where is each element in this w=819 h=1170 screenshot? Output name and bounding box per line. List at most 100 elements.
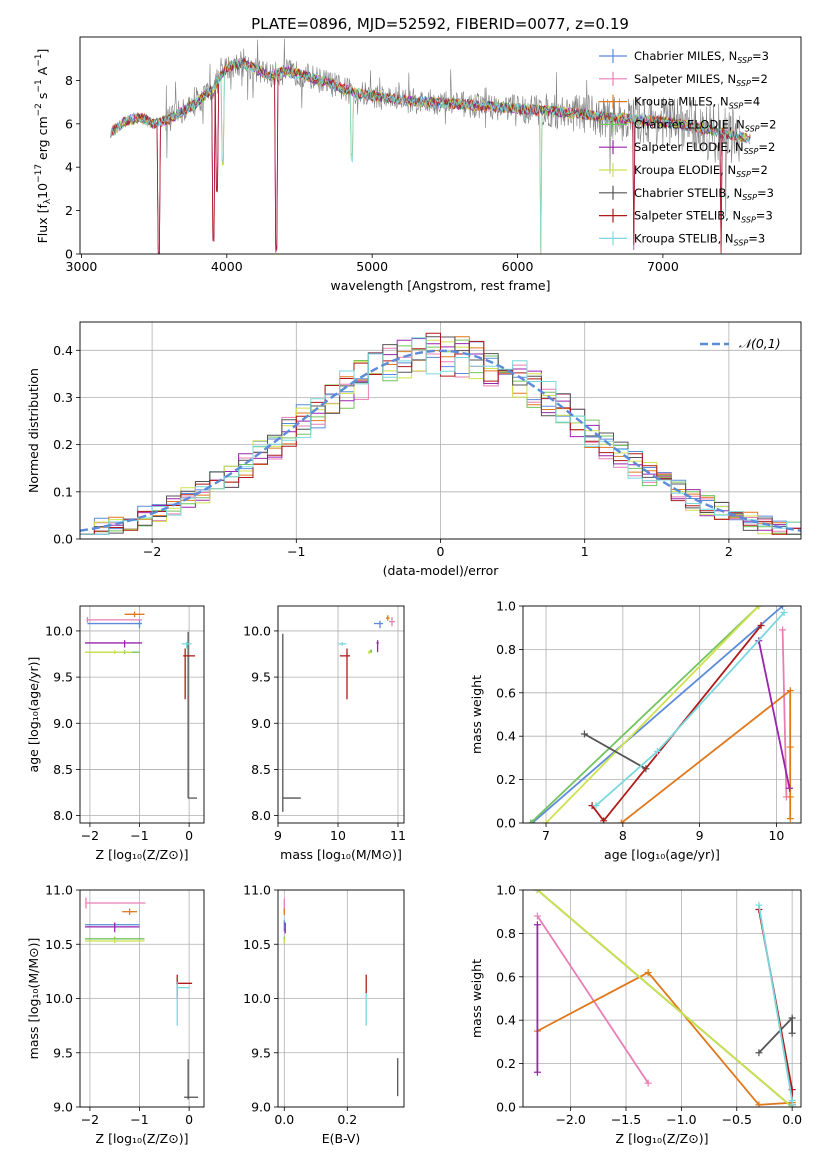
weight-series-kroupa-miles	[617, 687, 794, 823]
x-tick-label: 6000	[502, 259, 534, 274]
legend-n-prefix: , N	[718, 231, 734, 245]
legend-label-salpeter-elodie: Salpeter ELODIE, NSSP=2	[634, 140, 775, 156]
axes-frame	[277, 605, 405, 824]
x-tick-label: −0.5	[722, 1112, 752, 1127]
y-tick-label: 11.0	[45, 883, 73, 898]
x-tick-label: −1.0	[666, 1112, 696, 1127]
y-tick-label: 0.3	[53, 390, 73, 405]
legend-label-chabrier-elodie: Chabrier ELODIE, NSSP=2	[634, 117, 776, 133]
y-axis-label: Flux [fλ10−17 erg cm−2 s−1 A−1]	[34, 49, 53, 244]
plot-marks	[80, 332, 801, 535]
weight-marker	[779, 626, 787, 634]
errorbar-chabrier-stelib	[282, 633, 301, 812]
panel-mass-weight-vs-age: 7 8 9 10 0.0 0.2 0.4 0.6 0.8 1.0 age [log₁₀(age/yr…	[469, 599, 802, 862]
errorbar-chabrier-stelib	[187, 631, 198, 799]
y-tick-label: 0.4	[53, 343, 73, 358]
x-tick-label: −2	[143, 544, 161, 559]
weight-series-chabrier-miles	[528, 606, 787, 823]
y-tick-label: 0.8	[496, 642, 516, 657]
weight-line	[758, 905, 793, 1105]
weight-marker	[533, 921, 541, 929]
legend-n-value: 4	[753, 95, 760, 109]
legend-subscript: SSP	[734, 238, 749, 247]
weight-marker	[786, 793, 794, 801]
legend-equals: =	[756, 209, 766, 223]
legend-n-prefix: , N	[729, 117, 745, 131]
y-axis-label: mass weight	[469, 959, 484, 1038]
legend-n-value: 2	[768, 140, 775, 154]
legend-n-value: 3	[762, 49, 769, 63]
plot-marks	[84, 897, 199, 1100]
legend-equals: =	[751, 163, 761, 177]
errorbar-chabrier-elodie	[369, 649, 373, 654]
legend-equals: =	[748, 231, 758, 245]
y-tick-label: 0.2	[53, 437, 73, 452]
y-axis-label-part: s	[35, 93, 50, 104]
x-axis-label: Z [log₁₀(Z/Z⊙)]	[96, 1131, 189, 1146]
legend-label-salpeter-stelib: Salpeter STELIB, NSSP=3	[634, 209, 773, 225]
errorbar-kroupa-miles	[122, 908, 138, 915]
plot-marks	[282, 615, 395, 812]
legend-n-value: 2	[769, 117, 776, 131]
legend-equals: =	[743, 95, 753, 109]
legend-label-salpeter-miles: Salpeter MILES, NSSP=2	[634, 72, 768, 88]
x-tick-label: 7	[542, 828, 550, 843]
y-tick-label: 0.0	[53, 532, 73, 547]
legend-label-normal: 𝒩(0,1)	[739, 336, 781, 351]
y-axis-label-part: Flux [f	[35, 204, 50, 244]
legend-subscript: SSP	[745, 124, 760, 133]
y-tick-label: 0.6	[496, 969, 516, 984]
weight-line	[591, 624, 762, 823]
weight-marker	[527, 819, 535, 823]
x-tick-label: 0	[437, 544, 445, 559]
weight-marker	[786, 687, 794, 695]
plot-marks	[533, 890, 796, 1107]
y-tick-label: 9.0	[53, 716, 73, 731]
y-axis-label-part: ]	[35, 49, 50, 54]
legend-equals: =	[760, 117, 770, 131]
panel-mass-vs-extinction: 0.0 0.2 9.0 9.5 10.0 10.5 11.0 E(B-V)	[243, 883, 405, 1146]
weight-marker	[757, 622, 765, 630]
y-tick-label: 10.0	[243, 991, 271, 1006]
y-axis-label-part: −1	[34, 54, 44, 67]
y-tick-label: 8.5	[53, 762, 73, 777]
x-tick-label: 5000	[356, 259, 388, 274]
legend-label-kroupa-elodie: Kroupa ELODIE, NSSP=2	[634, 163, 768, 179]
weight-series-chabrier-stelib	[755, 1014, 796, 1057]
errorbar-kroupa-elodie	[84, 938, 145, 944]
weight-marker	[779, 606, 787, 610]
legend-n-value: 3	[767, 186, 774, 200]
y-tick-label: 0.0	[496, 1100, 516, 1115]
x-axis-label: wavelength [Angstrom, rest frame]	[330, 278, 550, 293]
y-tick-label: 0.4	[496, 1013, 516, 1028]
x-tick-label: 0.0	[782, 1112, 802, 1127]
weight-marker	[653, 747, 661, 755]
weight-series-chabrier-elodie	[527, 606, 763, 823]
weight-line	[530, 606, 760, 823]
weight-marker	[788, 1014, 796, 1022]
panel-mass-vs-metallicity: −2 −1 0 9.0 9.5 10.0 10.5 11.0 Z [log₁₀(Z/Z⊙)] ma…	[26, 883, 205, 1146]
errorbar-salpeter-miles	[86, 617, 142, 623]
x-tick-label: 10	[330, 828, 346, 843]
x-axis-label: E(B-V)	[322, 1131, 361, 1146]
legend-model-name: Salpeter STELIB	[634, 209, 725, 223]
weight-marker	[580, 730, 588, 738]
errorbar-kroupa-elodie	[84, 650, 133, 655]
errorbar-chabrier-stelib	[184, 1059, 199, 1100]
legend-n-value: 3	[758, 231, 765, 245]
x-axis-label: Z [log₁₀(Z/Z⊙)]	[96, 847, 189, 862]
y-axis-label-part: A	[35, 66, 50, 79]
weight-series-salpeter-stelib	[588, 622, 765, 823]
legend-subscript: SSP	[744, 147, 759, 156]
figure-title: PLATE=0896, MJD=52592, FIBERID=0077, z=0…	[251, 15, 629, 33]
legend-model-name: Salpeter ELODIE	[634, 140, 728, 154]
weight-series-kroupa-elodie	[542, 606, 763, 823]
legend-label-chabrier-miles: Chabrier MILES, NSSP=3	[634, 49, 769, 65]
errorbar-kroupa-stelib	[176, 982, 190, 1026]
weight-marker	[533, 1068, 541, 1076]
legend-equals: =	[757, 186, 767, 200]
y-tick-label: 0.8	[496, 926, 516, 941]
weight-series-kroupa-stelib	[592, 609, 788, 810]
x-tick-label: −1	[130, 828, 148, 843]
errorbar-chabrier-miles	[87, 619, 142, 629]
